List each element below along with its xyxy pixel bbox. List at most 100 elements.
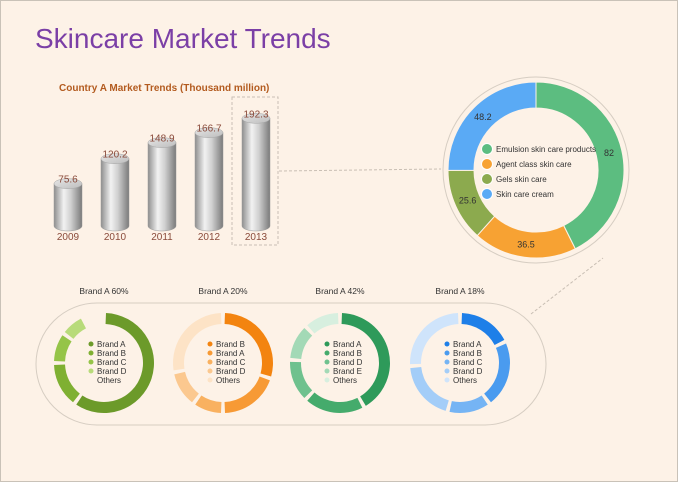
legend-marker bbox=[324, 368, 330, 374]
donut-hole bbox=[474, 108, 598, 232]
donut-slice bbox=[224, 313, 274, 377]
legend-label: Brand A bbox=[97, 340, 126, 349]
legend-marker bbox=[481, 173, 493, 185]
legend-label: Brand B bbox=[97, 349, 126, 358]
x-tick-label: 2013 bbox=[245, 232, 268, 243]
highlight-frame bbox=[231, 96, 279, 246]
donut-slice bbox=[224, 376, 270, 413]
bar-top bbox=[147, 137, 177, 148]
legend-label: Brand D bbox=[333, 358, 363, 367]
legend-marker bbox=[88, 359, 94, 365]
donut-slice bbox=[76, 313, 155, 414]
bar bbox=[147, 142, 177, 232]
legend-label: Brand E bbox=[333, 367, 362, 376]
donut-slice bbox=[290, 327, 313, 359]
legend-marker bbox=[88, 341, 94, 347]
brand-donut-title: Brand A 20% bbox=[198, 286, 248, 296]
bar-value-label: 192.3 bbox=[243, 109, 268, 120]
legend-marker bbox=[444, 350, 450, 356]
slice-value-label: 36.5 bbox=[517, 239, 535, 249]
bar-chart-title: Country A Market Trends (Thousand millio… bbox=[59, 83, 270, 94]
legend-label: Brand B bbox=[333, 349, 362, 358]
bar-top bbox=[53, 178, 83, 189]
legend-marker bbox=[324, 359, 330, 365]
legend-label: Brand B bbox=[453, 349, 482, 358]
legend-marker bbox=[444, 377, 450, 383]
brand-donut-title: Brand A 60% bbox=[79, 286, 129, 296]
x-tick-label: 2012 bbox=[198, 232, 221, 243]
donut-slice bbox=[484, 343, 510, 403]
bar-chart: 75.6 2009 120.2 2010 148.9 2011 166.7 2012 192.3… bbox=[53, 109, 271, 243]
legend-label: Brand D bbox=[216, 367, 246, 376]
donut-slice bbox=[307, 392, 363, 413]
donut-slice bbox=[64, 318, 86, 339]
donut-slice bbox=[290, 361, 313, 399]
bar bbox=[53, 183, 83, 232]
bar-top bbox=[194, 127, 224, 138]
bar bbox=[241, 118, 271, 232]
bar-value-label: 75.6 bbox=[58, 175, 78, 186]
donut-slice bbox=[341, 313, 391, 406]
legend-marker bbox=[481, 143, 493, 155]
legend-label: Brand D bbox=[453, 367, 483, 376]
legend-label: Others bbox=[333, 376, 357, 385]
legend-label: Others bbox=[453, 376, 477, 385]
legend-marker bbox=[324, 350, 330, 356]
legend-label: Others bbox=[97, 376, 121, 385]
brand-donut-title: Brand A 42% bbox=[315, 286, 365, 296]
legend-label: Brand A bbox=[333, 340, 362, 349]
donut-slice bbox=[174, 371, 199, 403]
legend-label: Brand B bbox=[216, 340, 245, 349]
bar bbox=[100, 158, 130, 232]
legend-label: Agent class skin care bbox=[496, 160, 572, 169]
donut-slice bbox=[410, 313, 459, 365]
bar bbox=[194, 132, 224, 232]
legend-marker bbox=[481, 158, 493, 170]
x-tick-label: 2011 bbox=[151, 232, 173, 243]
legend-marker bbox=[88, 368, 94, 374]
legend-marker bbox=[207, 377, 213, 383]
legend-label: Others bbox=[216, 376, 240, 385]
legend-label: Gels skin care bbox=[496, 175, 547, 184]
slice-value-label: 82 bbox=[604, 148, 614, 158]
legend-label: Skin care cream bbox=[496, 190, 554, 199]
legend-marker bbox=[481, 188, 493, 200]
donut-slice bbox=[54, 335, 72, 362]
donut-slice bbox=[461, 313, 505, 345]
donut-slice bbox=[173, 313, 222, 371]
legend-label: Brand C bbox=[453, 358, 483, 367]
donut-slice bbox=[307, 313, 339, 334]
legend-marker bbox=[444, 341, 450, 347]
legend-label: Brand A bbox=[216, 349, 245, 358]
legend-label: Emulsion skin care products bbox=[496, 145, 596, 154]
legend-label: Brand C bbox=[216, 358, 246, 367]
donut-slice bbox=[84, 313, 103, 328]
bar-value-label: 120.2 bbox=[102, 150, 127, 161]
x-tick-label: 2009 bbox=[57, 232, 80, 243]
legend-marker bbox=[207, 359, 213, 365]
bar-top bbox=[241, 113, 271, 124]
legend-marker bbox=[88, 377, 94, 383]
donut-slice bbox=[410, 367, 449, 411]
slice-value-label: 25.6 bbox=[459, 196, 477, 206]
bar-value-label: 166.7 bbox=[196, 124, 221, 135]
legend-label: Brand C bbox=[97, 358, 127, 367]
page-title: Skincare Market Trends bbox=[35, 23, 331, 54]
donut-slice bbox=[449, 395, 488, 413]
legend-marker bbox=[444, 359, 450, 365]
legend-marker bbox=[324, 341, 330, 347]
donut-slice bbox=[54, 364, 80, 403]
legend-marker bbox=[324, 377, 330, 383]
legend-marker bbox=[88, 350, 94, 356]
legend-label: Brand A bbox=[453, 340, 482, 349]
segment-donut-chart: 82 36.5 25.6 48.2 Emulsion skin care product… bbox=[447, 81, 625, 259]
legend-marker bbox=[207, 341, 213, 347]
brand-donut-title: Brand A 18% bbox=[435, 286, 485, 296]
bar-top bbox=[100, 153, 130, 164]
bar-value-label: 148.9 bbox=[149, 134, 174, 145]
legend-marker bbox=[207, 350, 213, 356]
connector-line bbox=[278, 168, 442, 172]
